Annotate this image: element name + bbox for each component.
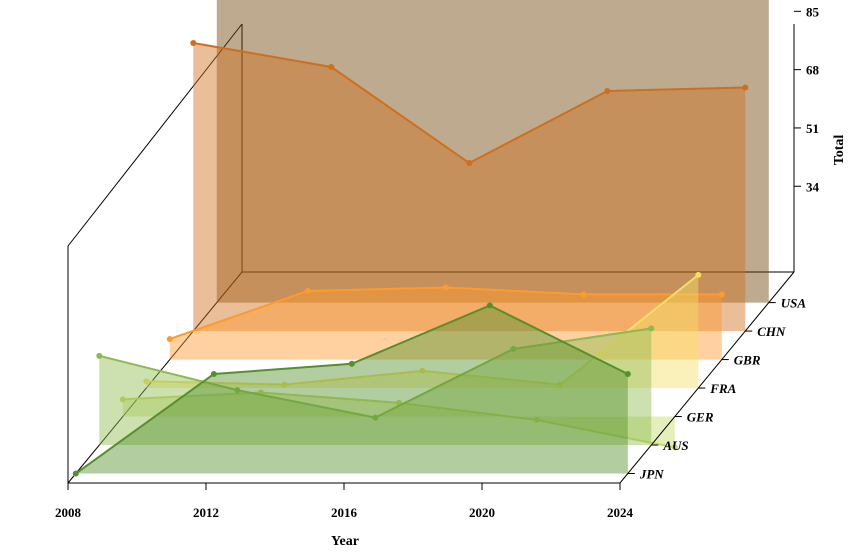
point-chn-2016 bbox=[466, 160, 473, 167]
point-chn-2012 bbox=[328, 63, 335, 70]
area-jpn bbox=[75, 305, 628, 474]
series-label-ger: GER bbox=[687, 410, 714, 425]
point-fra-2020 bbox=[557, 381, 564, 388]
point-fra-2008 bbox=[143, 378, 150, 385]
z-tick-label-85: 85 bbox=[806, 4, 820, 19]
point-fra-2016 bbox=[419, 367, 426, 374]
point-ger-2020 bbox=[533, 416, 540, 423]
x-tick-label-2008: 2008 bbox=[55, 505, 82, 520]
point-chn-2024 bbox=[742, 84, 749, 91]
series-chn bbox=[190, 39, 749, 332]
point-gbr-2016 bbox=[442, 284, 449, 291]
x-tick-label-2012: 2012 bbox=[193, 505, 219, 520]
area-aus bbox=[99, 328, 652, 446]
series-label-usa: USA bbox=[781, 296, 807, 311]
series-ger bbox=[119, 389, 678, 451]
left-top-edge bbox=[67, 23, 243, 247]
area-fra bbox=[146, 274, 699, 389]
axis-labels: 2008201220162020202434516885102119JPNAUS… bbox=[55, 4, 820, 520]
series-label-fra: FRA bbox=[709, 381, 736, 396]
series-label-gbr: GBR bbox=[734, 353, 761, 368]
point-jpn-2024 bbox=[624, 371, 631, 378]
series-label-chn: CHN bbox=[757, 324, 786, 339]
point-aus-2020 bbox=[510, 345, 517, 352]
point-jpn-2008 bbox=[72, 470, 79, 477]
point-aus-2016 bbox=[372, 414, 379, 421]
point-chn-2020 bbox=[604, 87, 611, 94]
point-jpn-2020 bbox=[486, 302, 493, 309]
x-axis-title: Year bbox=[331, 534, 359, 549]
chart-frame-front bbox=[67, 10, 801, 490]
series-ribbons bbox=[72, 0, 769, 477]
z-tick-label-51: 51 bbox=[806, 121, 819, 136]
series-fra bbox=[143, 271, 702, 389]
point-aus-2024 bbox=[648, 325, 655, 332]
z-tick-label-68: 68 bbox=[806, 63, 820, 78]
point-chn-2008 bbox=[190, 39, 197, 46]
point-jpn-2012 bbox=[210, 371, 217, 378]
area-ger bbox=[122, 392, 675, 448]
point-aus-2008 bbox=[96, 352, 103, 359]
depth-axis-line bbox=[619, 271, 795, 484]
z-tick-label-34: 34 bbox=[806, 179, 820, 194]
left-floor-edge bbox=[67, 271, 243, 484]
series-jpn bbox=[72, 302, 631, 477]
point-gbr-2024 bbox=[718, 291, 725, 298]
x-tick-label-2020: 2020 bbox=[469, 505, 495, 520]
point-ger-2024 bbox=[671, 444, 678, 451]
chart-frame-back bbox=[67, 23, 794, 484]
point-gbr-2008 bbox=[166, 335, 173, 342]
point-aus-2012 bbox=[234, 387, 241, 394]
point-jpn-2016 bbox=[348, 360, 355, 367]
z-axis-title: Total bbox=[832, 135, 847, 166]
point-fra-2012 bbox=[281, 381, 288, 388]
point-fra-2024 bbox=[695, 271, 702, 278]
series-label-aus: AUS bbox=[662, 438, 688, 453]
point-ger-2008 bbox=[119, 396, 126, 403]
x-tick-label-2024: 2024 bbox=[607, 505, 634, 520]
point-gbr-2012 bbox=[304, 287, 311, 294]
point-gbr-2020 bbox=[580, 291, 587, 298]
x-tick-label-2016: 2016 bbox=[331, 505, 358, 520]
series-aus bbox=[96, 325, 655, 446]
series-label-jpn: JPN bbox=[639, 467, 664, 482]
area-chn bbox=[193, 42, 746, 332]
